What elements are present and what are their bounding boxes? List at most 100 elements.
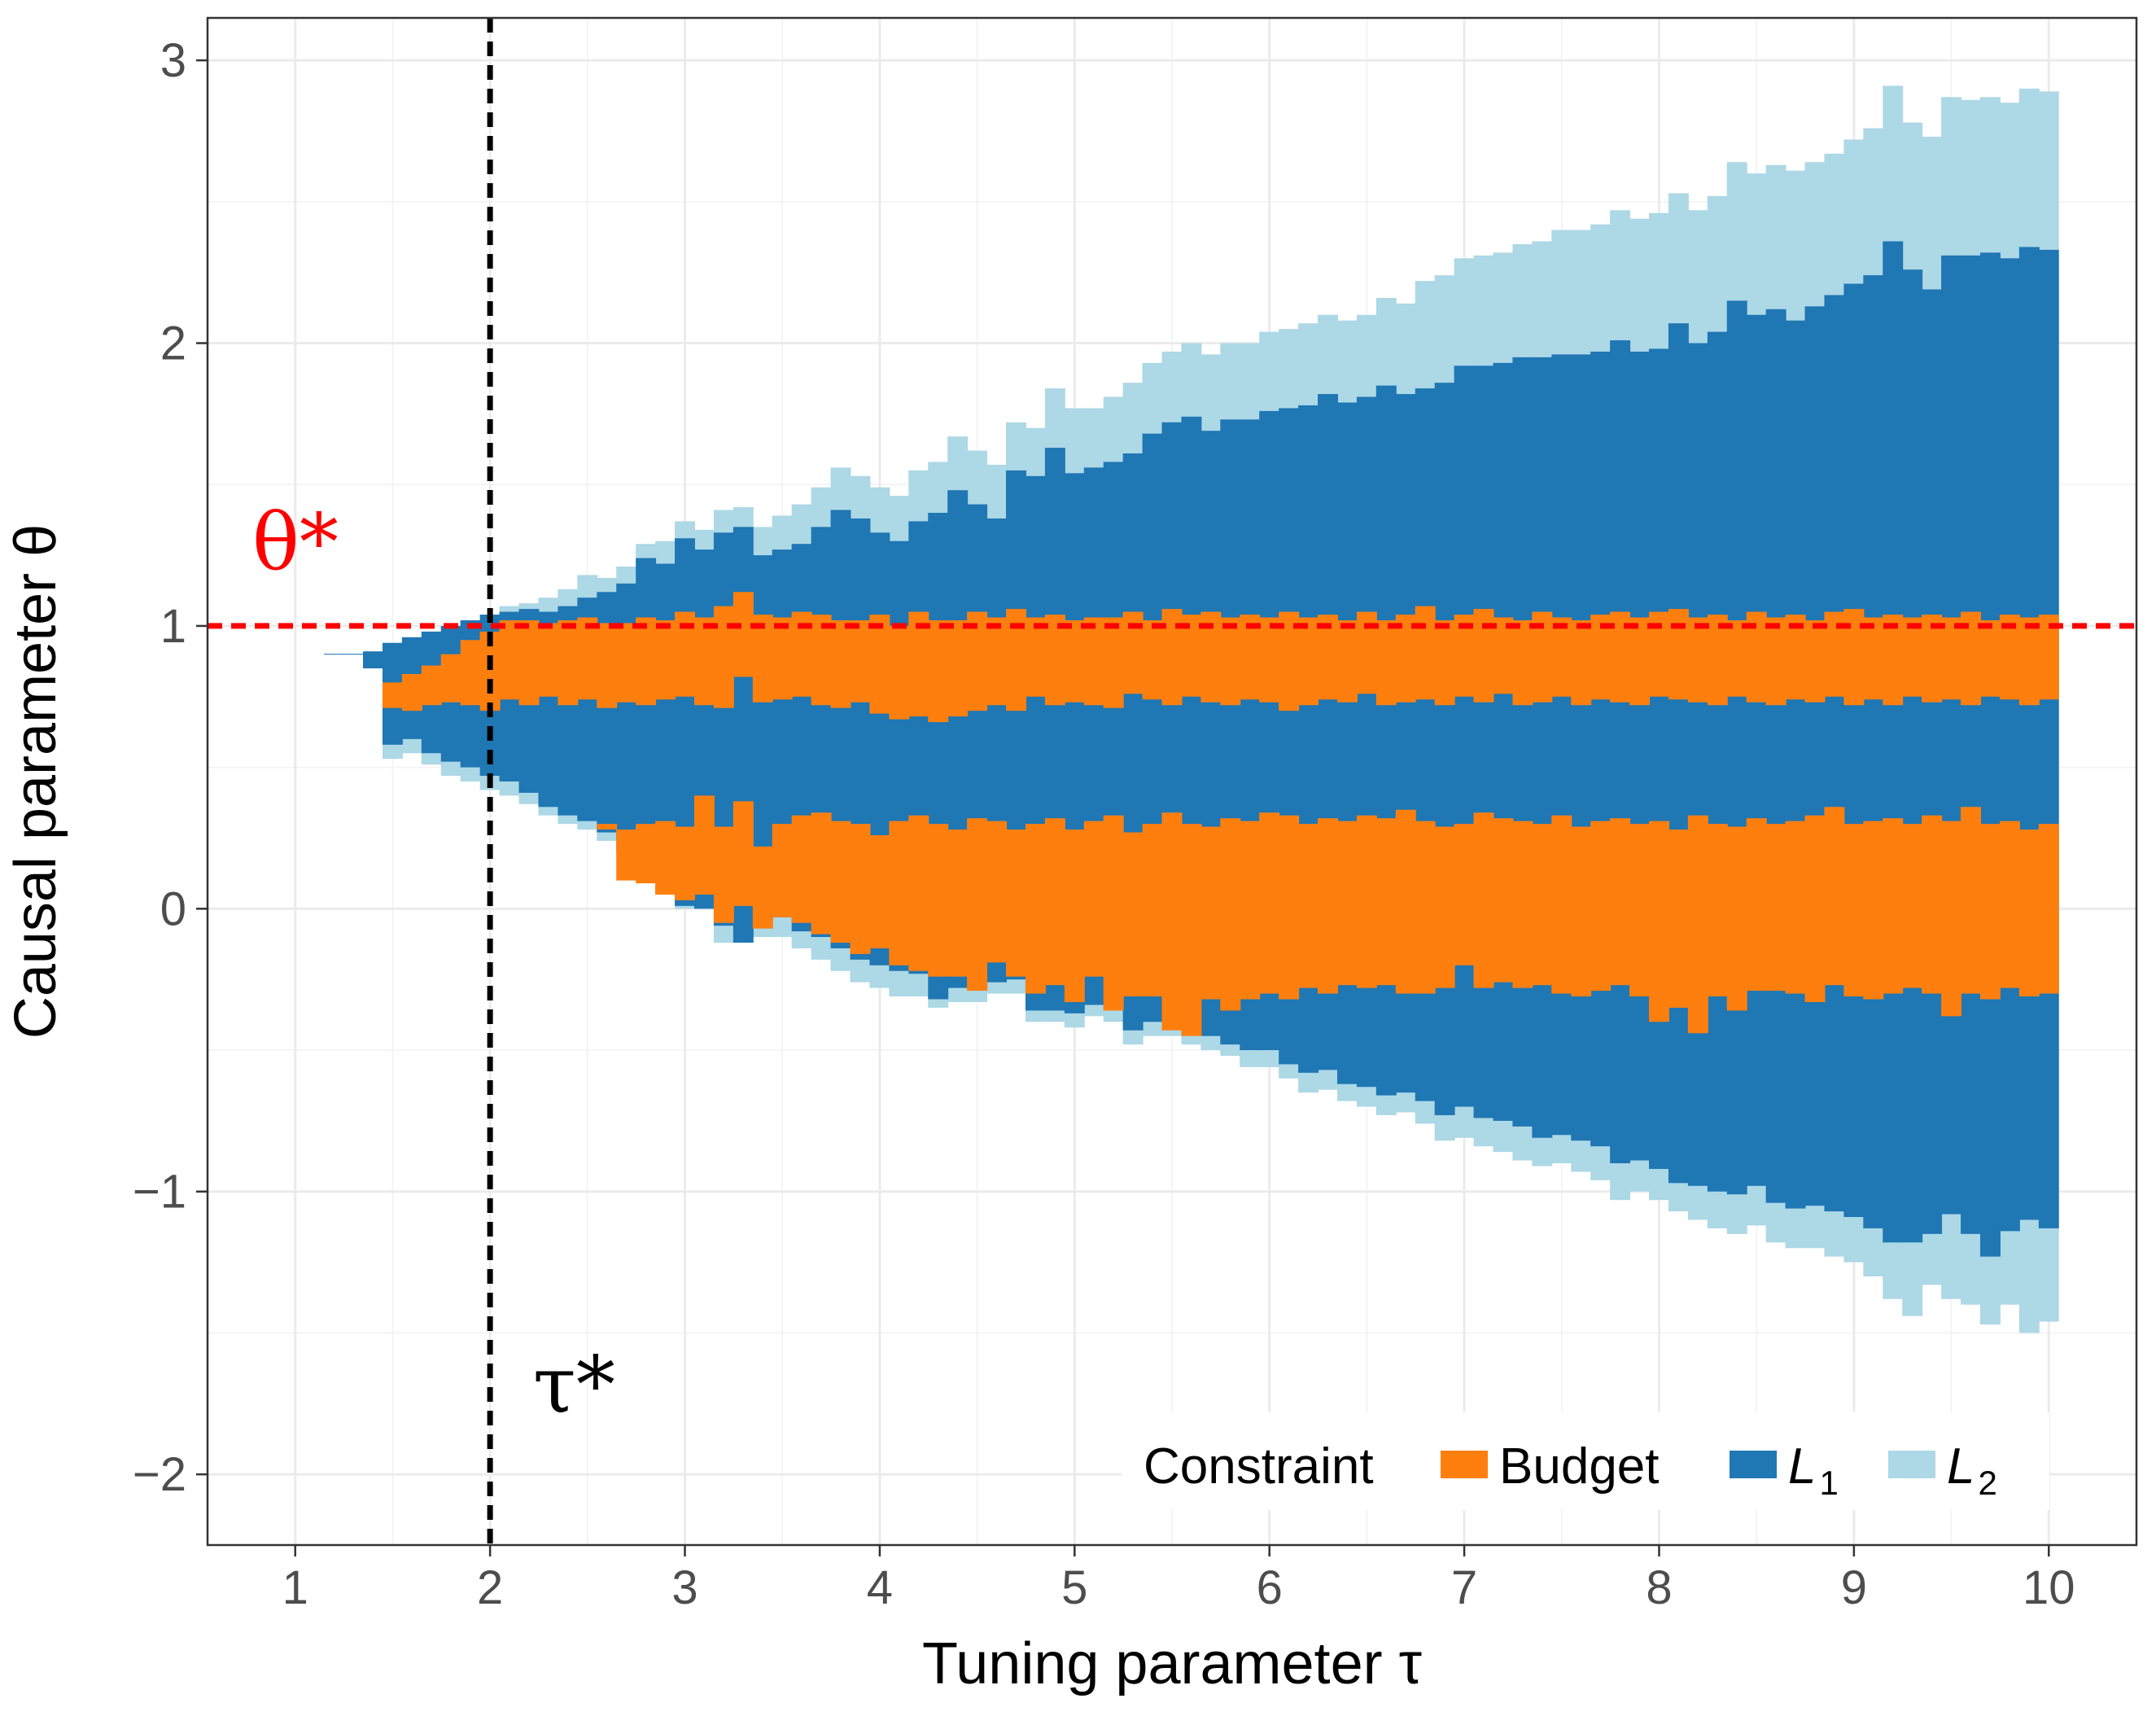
budget-band-2-bar <box>1259 812 1280 994</box>
budget-band-2-bar <box>947 830 969 977</box>
budget-band-2-bar <box>1298 824 1319 988</box>
budget-band-2-bar <box>1668 830 1689 1008</box>
l1-bar <box>1824 295 1845 1212</box>
budget-band-1-bar <box>382 682 403 708</box>
tau-star-annotation: τ* <box>533 1340 615 1431</box>
l1-bar <box>1883 241 1904 1243</box>
budget-band-2-bar <box>889 821 910 965</box>
legend-label-main: L <box>1947 1438 1975 1495</box>
budget-band-2-bar <box>636 824 657 884</box>
budget-band-2-bar <box>928 824 949 977</box>
budget-band-1-bar <box>1863 617 1884 700</box>
budget-band-1-bar <box>1434 619 1455 706</box>
budget-band-2-bar <box>1375 818 1397 986</box>
budget-band-1-bar <box>518 619 540 706</box>
budget-band-2-bar <box>908 815 929 971</box>
l1-bar <box>1590 351 1612 1147</box>
budget-band-1-bar <box>1551 617 1572 697</box>
budget-band-1-bar <box>636 617 657 706</box>
budget-band-2-bar <box>2038 824 2059 994</box>
budget-band-2-bar <box>967 818 988 992</box>
legend-label-subscript: 2 <box>1978 1464 1996 1502</box>
budget-band-1-bar <box>421 665 442 706</box>
budget-band-2-bar <box>1707 824 1728 997</box>
budget-band-2-bar <box>1922 815 1943 994</box>
x-tick-label: 6 <box>1257 1561 1283 1614</box>
budget-band-2-bar <box>830 821 851 943</box>
budget-band-1-bar <box>947 619 969 717</box>
budget-band-2-bar <box>1142 824 1163 997</box>
budget-band-2-bar <box>1512 821 1533 988</box>
budget-band-1-bar <box>772 617 793 700</box>
y-tick-label: 1 <box>160 600 186 653</box>
budget-band-1-bar <box>1629 617 1651 706</box>
budget-band-2-bar <box>597 824 618 830</box>
y-tick-label: 3 <box>160 34 186 87</box>
l1-bar <box>1375 385 1397 1096</box>
budget-band-2-bar <box>1532 824 1553 986</box>
budget-band-1-bar <box>1336 619 1358 703</box>
legend-entry: Budget <box>1441 1438 1660 1495</box>
budget-band-1-bar <box>830 619 851 708</box>
budget-band-1-bar <box>1512 619 1533 706</box>
budget-band-2-bar <box>1122 832 1144 997</box>
l1-bar <box>1902 269 1923 1243</box>
budget-band-1-bar <box>577 617 598 700</box>
budget-band-2-bar <box>1044 818 1065 986</box>
budget-band-1-bar <box>1083 617 1104 706</box>
budget-band-1-bar <box>1044 615 1065 706</box>
budget-band-2-bar <box>1746 818 1767 992</box>
budget-band-1-bar <box>733 592 754 677</box>
budget-band-1-bar <box>693 617 715 706</box>
budget-band-2-bar <box>1473 812 1494 988</box>
budget-band-1-bar <box>1571 619 1592 706</box>
budget-band-2-bar <box>1629 824 1651 997</box>
budget-band-1-bar <box>1220 617 1241 706</box>
x-tick-label: 4 <box>867 1561 893 1614</box>
budget-band-2-bar <box>1083 821 1104 977</box>
budget-band-2-bar <box>1318 818 1338 994</box>
l1-bar <box>1532 357 1553 1138</box>
x-tick-label: 7 <box>1451 1561 1477 1614</box>
budget-band-2-bar <box>1804 815 1826 1002</box>
l1-bar <box>1668 323 1689 1184</box>
budget-band-2-bar <box>1220 818 1241 1011</box>
budget-band-2-bar <box>1240 821 1261 1000</box>
legend-label: Budget <box>1499 1438 1660 1495</box>
legend-label: L1 <box>1788 1438 1839 1502</box>
budget-band-2-bar <box>1590 821 1612 992</box>
budget-band-2-bar <box>1161 812 1183 1031</box>
budget-band-2-bar <box>1765 824 1786 992</box>
budget-band-2-bar <box>1454 824 1475 965</box>
l1-bar <box>2018 247 2040 1220</box>
budget-band-2-bar <box>1726 826 1747 1011</box>
budget-band-2-bar <box>1356 815 1377 988</box>
budget-band-1-bar <box>1765 617 1786 706</box>
budget-band-2-bar <box>1785 821 1806 994</box>
budget-band-1-bar <box>752 615 773 703</box>
budget-band-1-bar <box>2018 617 2040 706</box>
budget-band-2-bar <box>1006 830 1026 977</box>
l1-bar <box>1785 320 1806 1209</box>
budget-band-1-bar <box>1375 619 1397 706</box>
budget-band-2-bar <box>1649 821 1669 1022</box>
l1-bar <box>1999 258 2020 1232</box>
data-bars <box>324 85 2059 1333</box>
budget-band-2-bar <box>675 826 695 900</box>
budget-band-2-bar <box>811 812 832 935</box>
theta-star-annotation: θ* <box>252 497 339 588</box>
budget-band-2-bar <box>2018 830 2040 997</box>
l1-bar <box>363 651 383 669</box>
budget-band-2-bar <box>1279 815 1300 1000</box>
x-tick-label: 3 <box>671 1561 698 1614</box>
budget-band-2-bar <box>1571 826 1592 997</box>
budget-band-2-bar <box>1979 824 2001 1000</box>
y-tick-label: 0 <box>160 882 186 935</box>
budget-band-2-bar <box>1687 815 1708 1034</box>
budget-band-2-bar <box>713 826 734 923</box>
budget-band-2-bar <box>1103 815 1124 1011</box>
budget-band-1-bar <box>1804 619 1826 703</box>
budget-band-2-bar <box>1200 826 1222 1000</box>
budget-band-1-bar <box>440 654 461 703</box>
